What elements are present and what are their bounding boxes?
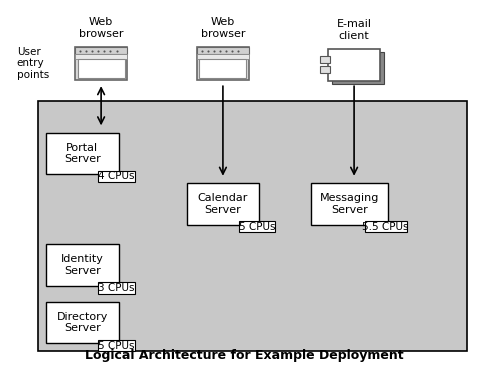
FancyBboxPatch shape	[320, 66, 330, 73]
FancyBboxPatch shape	[46, 133, 119, 174]
FancyBboxPatch shape	[75, 47, 127, 80]
FancyBboxPatch shape	[200, 59, 246, 78]
FancyBboxPatch shape	[332, 52, 384, 84]
FancyBboxPatch shape	[311, 183, 388, 224]
FancyBboxPatch shape	[197, 47, 249, 54]
Text: Web
browser: Web browser	[79, 17, 123, 39]
Text: 3 CPUs: 3 CPUs	[98, 283, 135, 293]
FancyBboxPatch shape	[75, 47, 127, 54]
FancyBboxPatch shape	[197, 47, 249, 80]
FancyBboxPatch shape	[78, 59, 124, 78]
FancyBboxPatch shape	[197, 54, 249, 59]
Text: Logical Architecture for Example Deployment: Logical Architecture for Example Deploym…	[85, 349, 403, 362]
FancyBboxPatch shape	[46, 244, 119, 286]
FancyBboxPatch shape	[239, 221, 275, 232]
FancyBboxPatch shape	[98, 282, 135, 294]
FancyBboxPatch shape	[328, 49, 380, 82]
FancyBboxPatch shape	[46, 302, 119, 344]
Text: 4 CPUs: 4 CPUs	[98, 171, 135, 181]
FancyBboxPatch shape	[98, 340, 135, 351]
FancyBboxPatch shape	[38, 101, 467, 352]
Text: Web
browser: Web browser	[201, 17, 245, 39]
FancyBboxPatch shape	[186, 183, 259, 224]
FancyBboxPatch shape	[75, 54, 127, 59]
Text: Identity
Server: Identity Server	[61, 254, 104, 276]
FancyBboxPatch shape	[320, 56, 330, 63]
Text: Calendar
Server: Calendar Server	[198, 193, 248, 214]
Text: Portal
Server: Portal Server	[64, 143, 101, 164]
Text: Messaging
Server: Messaging Server	[320, 193, 379, 214]
Text: 5.5 CPUs: 5.5 CPUs	[363, 222, 409, 232]
FancyBboxPatch shape	[98, 170, 135, 182]
Text: 5 CPUs: 5 CPUs	[239, 222, 275, 232]
Text: Directory
Server: Directory Server	[57, 312, 108, 334]
Text: User
entry
points: User entry points	[17, 47, 49, 80]
FancyBboxPatch shape	[365, 221, 407, 232]
Text: E-mail
client: E-mail client	[337, 19, 371, 41]
Text: 5 CPUs: 5 CPUs	[98, 340, 135, 350]
